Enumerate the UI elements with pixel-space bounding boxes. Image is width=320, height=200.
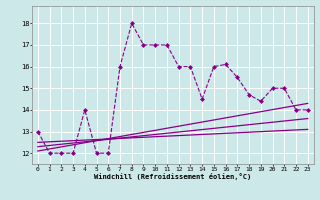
X-axis label: Windchill (Refroidissement éolien,°C): Windchill (Refroidissement éolien,°C) bbox=[94, 173, 252, 180]
